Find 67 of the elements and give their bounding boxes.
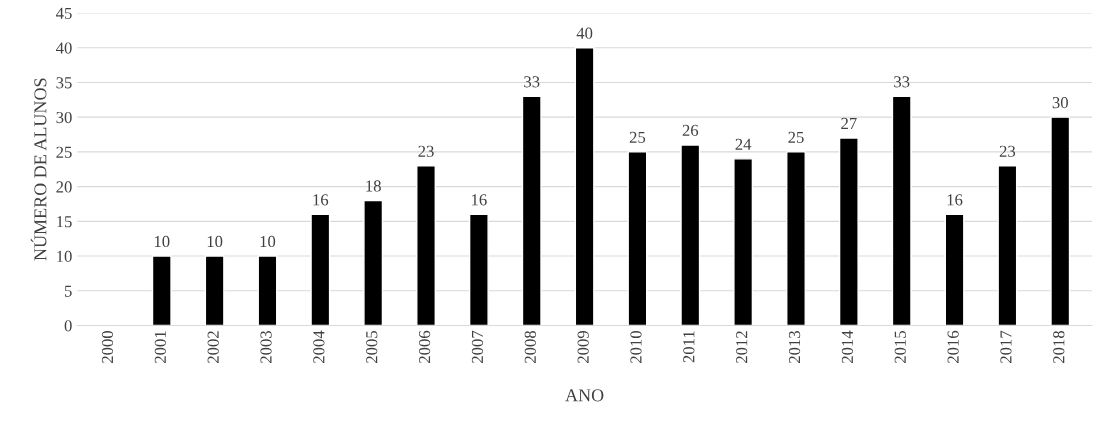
data-label: 10 bbox=[154, 235, 170, 248]
data-label: 33 bbox=[894, 76, 910, 88]
bar bbox=[627, 151, 648, 326]
bar bbox=[997, 165, 1018, 326]
bar bbox=[468, 213, 489, 326]
data-label: 27 bbox=[841, 117, 857, 129]
x-tick-label: 2014 bbox=[841, 330, 854, 363]
data-label: 25 bbox=[629, 131, 646, 143]
bar bbox=[680, 144, 701, 326]
bar bbox=[363, 199, 384, 326]
data-label: 25 bbox=[788, 131, 804, 143]
x-tick-label: 2003 bbox=[260, 331, 272, 363]
bar bbox=[733, 158, 754, 326]
y-tick-label: 5 bbox=[64, 285, 72, 297]
y-tick-label: 0 bbox=[64, 320, 72, 332]
x-tick-label: 2012 bbox=[736, 331, 748, 363]
bar bbox=[1050, 116, 1071, 326]
y-axis-title: NÚMERO DE ALUNOS bbox=[30, 78, 47, 261]
data-label: 16 bbox=[947, 194, 963, 206]
bar bbox=[574, 47, 595, 326]
x-axis-title: ANO bbox=[565, 389, 604, 402]
x-tick-label: 2013 bbox=[788, 331, 801, 363]
y-tick-label: 20 bbox=[56, 181, 72, 193]
x-tick-label: 2010 bbox=[630, 331, 642, 363]
x-tick-label: 2006 bbox=[418, 330, 431, 363]
data-label: 16 bbox=[313, 194, 329, 206]
x-tick-label: 2002 bbox=[207, 331, 219, 363]
data-label: 40 bbox=[576, 27, 593, 39]
data-label: 10 bbox=[260, 235, 276, 248]
y-tick-label: 40 bbox=[56, 42, 72, 54]
bar bbox=[838, 137, 859, 326]
bar bbox=[521, 95, 542, 326]
x-tick-label: 2004 bbox=[313, 330, 325, 363]
bar bbox=[310, 213, 331, 326]
data-label: 16 bbox=[472, 194, 487, 206]
x-tick-label: 2016 bbox=[947, 330, 959, 363]
x-tick-label: 2011 bbox=[683, 331, 695, 363]
x-tick-label: 2000 bbox=[101, 331, 114, 363]
x-tick-label: 2009 bbox=[577, 331, 589, 363]
bar bbox=[891, 95, 912, 326]
y-tick-label: 35 bbox=[56, 77, 72, 89]
data-label: 18 bbox=[366, 180, 381, 192]
bar bbox=[786, 151, 806, 326]
data-label: 23 bbox=[999, 145, 1016, 157]
x-tick-label: 2001 bbox=[154, 331, 166, 363]
x-tick-label: 2008 bbox=[524, 331, 536, 363]
x-tick-label: 2005 bbox=[366, 331, 378, 363]
bar bbox=[416, 165, 436, 326]
y-tick-label: 15 bbox=[57, 216, 72, 228]
y-tick-label: 10 bbox=[57, 250, 72, 263]
x-tick-label: 2017 bbox=[1000, 330, 1012, 363]
x-tick-label: 2015 bbox=[894, 331, 906, 363]
y-tick-label: 25 bbox=[56, 146, 72, 158]
y-tick-label: 45 bbox=[56, 7, 72, 19]
data-label: 33 bbox=[524, 76, 540, 88]
bar bbox=[204, 255, 225, 326]
data-label: 30 bbox=[1052, 96, 1068, 109]
y-tick-label: 30 bbox=[56, 111, 72, 124]
data-label: 10 bbox=[207, 235, 223, 248]
bar bbox=[151, 255, 172, 326]
data-label: 23 bbox=[418, 145, 434, 157]
bar bbox=[944, 213, 965, 326]
data-label: 24 bbox=[735, 138, 752, 150]
x-tick-label: 2007 bbox=[471, 330, 484, 363]
bar bbox=[257, 255, 278, 326]
x-tick-label: 2018 bbox=[1053, 331, 1065, 363]
data-label: 26 bbox=[682, 124, 699, 137]
